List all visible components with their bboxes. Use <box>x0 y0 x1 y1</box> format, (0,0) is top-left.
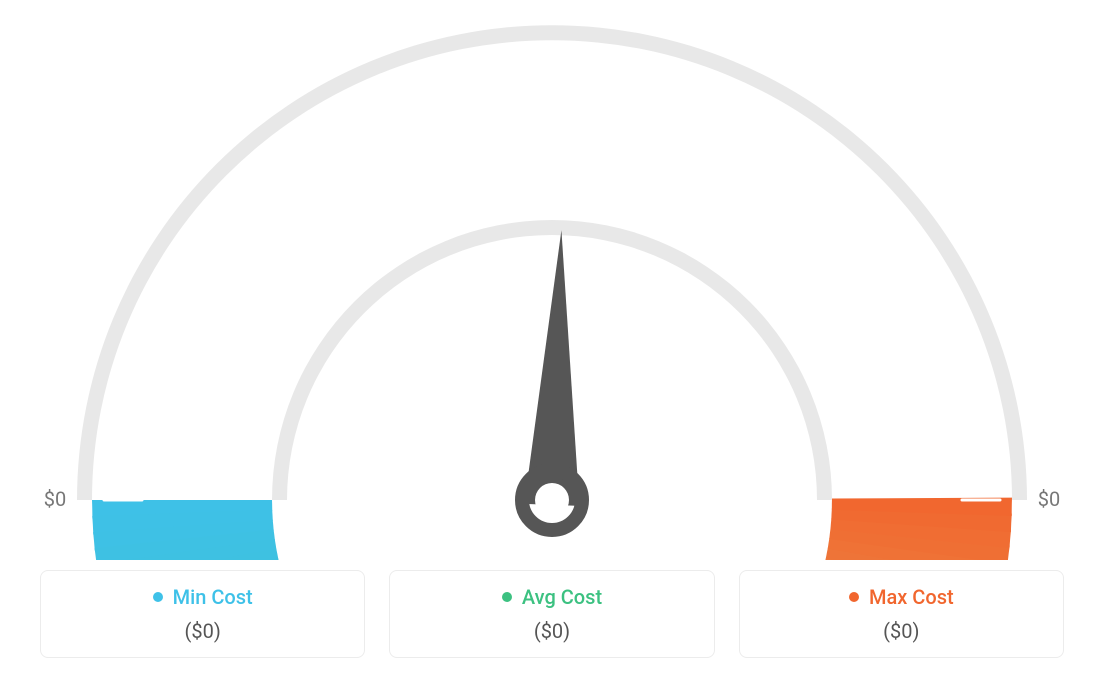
legend-label-min: Min Cost <box>173 585 253 609</box>
legend-card-max: Max Cost ($0) <box>739 570 1064 658</box>
legend-dot-max <box>849 592 859 602</box>
legend-value-max: ($0) <box>740 619 1063 643</box>
legend-card-min: Min Cost ($0) <box>40 570 365 658</box>
legend-title-avg: Avg Cost <box>502 585 602 609</box>
gauge-chart: $0$0$0$0$0$0$0 <box>0 0 1104 560</box>
legend-row: Min Cost ($0) Avg Cost ($0) Max Cost ($0… <box>0 570 1104 658</box>
svg-text:$0: $0 <box>1038 487 1060 511</box>
legend-value-min: ($0) <box>41 619 364 643</box>
gauge-svg: $0$0$0$0$0$0$0 <box>0 0 1104 560</box>
legend-title-min: Min Cost <box>153 585 253 609</box>
legend-title-max: Max Cost <box>849 585 954 609</box>
legend-dot-avg <box>502 592 512 602</box>
legend-value-avg: ($0) <box>390 619 713 643</box>
legend-dot-min <box>153 592 163 602</box>
legend-label-max: Max Cost <box>869 585 954 609</box>
legend-card-avg: Avg Cost ($0) <box>389 570 714 658</box>
legend-label-avg: Avg Cost <box>522 585 602 609</box>
svg-text:$0: $0 <box>44 487 66 511</box>
